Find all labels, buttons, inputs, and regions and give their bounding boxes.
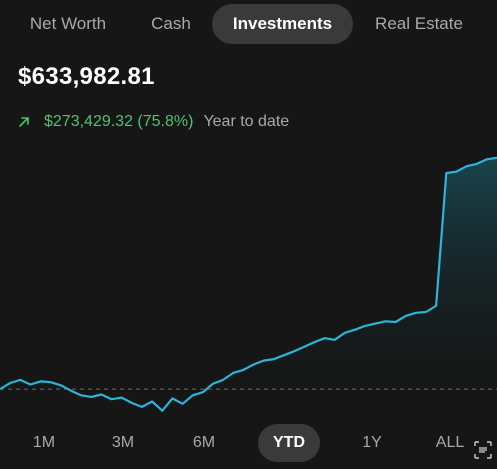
- investments-chart: [0, 156, 497, 420]
- range-1y[interactable]: 1Y: [362, 434, 382, 451]
- balance-value: $633,982.81: [18, 63, 155, 90]
- tab-cash[interactable]: Cash: [151, 14, 191, 33]
- range-3m[interactable]: 3M: [111, 434, 135, 451]
- chart-series-line: [0, 156, 497, 412]
- account-type-tabs: Net Worth Cash Investments Real Estate: [0, 4, 497, 44]
- range-1m[interactable]: 1M: [32, 434, 56, 451]
- range-all[interactable]: ALL: [435, 434, 465, 451]
- tab-investments[interactable]: Investments: [212, 4, 353, 44]
- change-summary: $273,429.32 (75.8%) Year to date: [18, 112, 289, 132]
- range-6m[interactable]: 6M: [192, 434, 216, 451]
- arrow-up-right-icon: [19, 117, 29, 127]
- change-amount: $273,429.32 (75.8%): [44, 113, 194, 130]
- time-range-selector: 1M 3M 6M YTD 1Y ALL: [0, 424, 497, 462]
- range-ytd[interactable]: YTD: [258, 424, 320, 462]
- tab-net-worth[interactable]: Net Worth: [29, 14, 107, 33]
- change-period: Year to date: [203, 113, 290, 130]
- chart-area-fill: [0, 157, 497, 420]
- tab-real-estate[interactable]: Real Estate: [375, 14, 463, 33]
- scan-icon[interactable]: [474, 441, 492, 459]
